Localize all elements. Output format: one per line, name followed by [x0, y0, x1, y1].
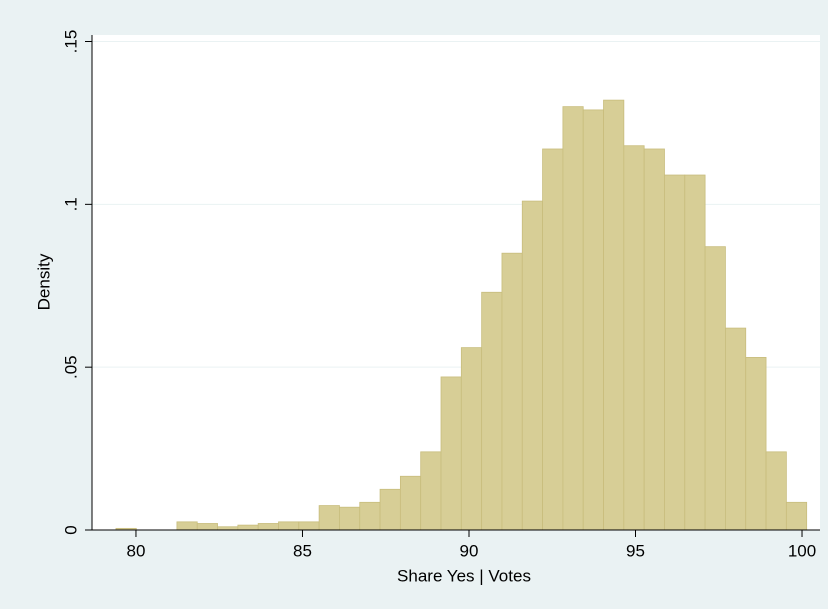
bar: [704, 246, 726, 531]
x-tick-label: 90: [460, 541, 479, 560]
x-axis-title: Share Yes | Votes: [397, 566, 531, 585]
x-tick-label: 95: [626, 541, 645, 560]
x-tick-label: 100: [788, 541, 816, 560]
bar: [257, 523, 279, 531]
bar: [765, 451, 787, 531]
x-tick-label: 80: [126, 541, 145, 560]
bar: [298, 521, 320, 531]
bar: [339, 506, 361, 531]
bar: [318, 505, 340, 531]
x-tick-label: 85: [293, 541, 312, 560]
bar: [725, 327, 747, 531]
bar: [542, 148, 564, 531]
bar: [643, 148, 665, 531]
bar: [379, 488, 401, 531]
bar: [481, 291, 503, 531]
bar: [278, 521, 300, 531]
bar: [745, 357, 767, 531]
bar: [664, 174, 686, 531]
bar: [582, 109, 604, 531]
y-tick-label: .1: [61, 197, 80, 211]
bar: [501, 252, 523, 531]
bar: [359, 501, 381, 531]
bar: [785, 501, 808, 531]
y-tick-label: 0: [61, 525, 80, 534]
bar: [237, 524, 259, 531]
y-axis-title: Density: [34, 253, 53, 310]
y-tick-label: .15: [61, 30, 80, 54]
bar: [420, 451, 442, 531]
bar: [562, 106, 584, 531]
y-tick-label: .05: [61, 355, 80, 379]
bar: [460, 347, 483, 531]
bar: [399, 475, 422, 531]
bar: [440, 376, 462, 531]
bar: [196, 523, 218, 531]
bar: [521, 200, 543, 531]
bar: [176, 521, 198, 531]
bar: [623, 145, 645, 531]
bar: [684, 174, 706, 531]
bar: [603, 99, 625, 531]
